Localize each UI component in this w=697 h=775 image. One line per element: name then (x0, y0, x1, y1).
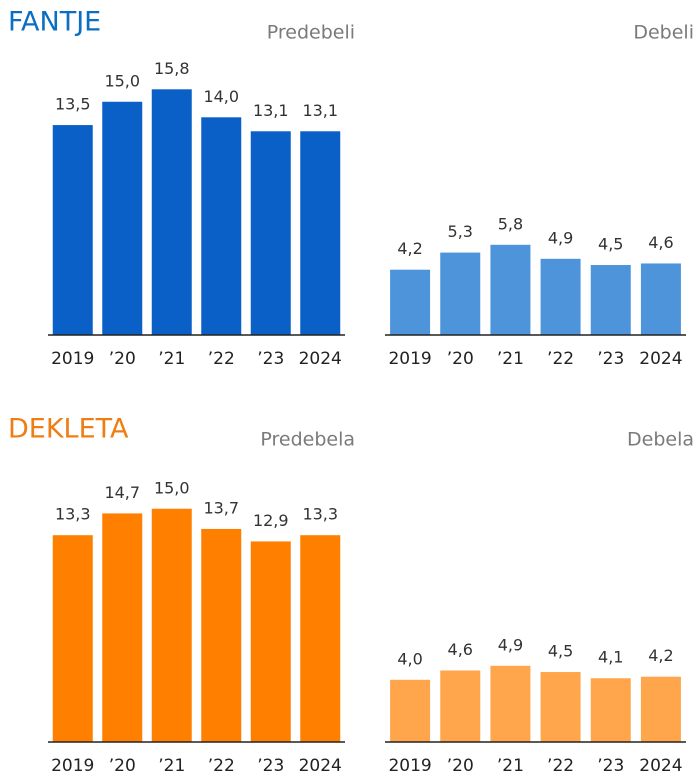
x-tick-label: ’23 (257, 349, 284, 369)
value-label: 5,8 (498, 214, 523, 233)
bar (590, 265, 631, 335)
x-tick-label: 2019 (51, 349, 94, 369)
value-label: 4,9 (548, 228, 573, 247)
x-tick-label: ’22 (208, 349, 235, 369)
x-tick-label: 2019 (388, 756, 431, 775)
bar (440, 670, 481, 742)
x-tick-label: ’22 (208, 756, 235, 775)
bar (250, 541, 291, 742)
x-tick-label: ’21 (497, 756, 524, 775)
bar (440, 252, 481, 335)
bar (201, 528, 242, 742)
x-tick-label: ’23 (257, 756, 284, 775)
chart-title: Debela (627, 429, 694, 451)
value-label: 4,9 (498, 635, 523, 654)
value-label: 14,0 (203, 87, 239, 106)
x-tick-label: ’23 (597, 349, 624, 369)
section-heading: FANTJE (8, 7, 101, 38)
x-tick-label: ’20 (447, 349, 474, 369)
x-tick-label: ’20 (447, 756, 474, 775)
bar (201, 117, 242, 335)
value-label: 13,7 (203, 498, 239, 517)
x-tick-label: 2024 (639, 349, 682, 369)
x-tick-label: ’21 (158, 349, 185, 369)
section-heading: DEKLETA (8, 414, 129, 445)
bar (640, 263, 681, 335)
bar (590, 678, 631, 742)
value-label: 4,5 (548, 642, 573, 661)
bar (151, 508, 192, 742)
chart-title: Debeli (633, 22, 694, 44)
value-label: 4,6 (648, 233, 673, 252)
value-label: 15,0 (104, 71, 140, 90)
bar (540, 672, 581, 742)
value-label: 4,2 (648, 646, 673, 665)
value-label: 13,5 (55, 95, 91, 114)
value-label: 4,0 (397, 649, 422, 668)
bar (640, 676, 681, 742)
value-label: 12,9 (253, 511, 289, 530)
bar (540, 258, 581, 335)
x-tick-label: 2019 (388, 349, 431, 369)
value-label: 13,3 (55, 505, 91, 524)
bar (250, 131, 291, 335)
x-tick-label: ’22 (547, 349, 574, 369)
x-tick-label: ’21 (158, 756, 185, 775)
value-label: 13,1 (253, 101, 289, 120)
value-label: 5,3 (448, 222, 473, 241)
bar (390, 679, 431, 742)
value-label: 13,3 (302, 505, 338, 524)
value-label: 14,7 (104, 483, 140, 502)
chart-title: Predebeli (267, 22, 355, 44)
x-tick-label: 2024 (639, 756, 682, 775)
x-tick-label: ’23 (597, 756, 624, 775)
x-tick-label: ’21 (497, 349, 524, 369)
x-tick-label: ’22 (547, 756, 574, 775)
bar (102, 513, 143, 742)
x-tick-label: 2019 (51, 756, 94, 775)
value-label: 4,2 (397, 239, 422, 258)
value-label: 13,1 (302, 101, 338, 120)
bar (300, 535, 341, 742)
bar (151, 89, 192, 335)
bar (390, 269, 431, 335)
value-label: 4,6 (448, 640, 473, 659)
value-label: 4,1 (598, 648, 623, 667)
bar (490, 665, 531, 742)
x-tick-label: 2024 (299, 349, 342, 369)
value-label: 4,5 (598, 235, 623, 254)
bar (490, 244, 531, 335)
x-tick-label: ’20 (109, 756, 136, 775)
value-label: 15,8 (154, 59, 190, 78)
value-label: 15,0 (154, 478, 190, 497)
bar (52, 125, 93, 335)
bar (300, 131, 341, 335)
bar (52, 535, 93, 742)
bar (102, 101, 143, 335)
chart-title: Predebela (260, 429, 355, 451)
x-tick-label: 2024 (299, 756, 342, 775)
x-tick-label: ’20 (109, 349, 136, 369)
